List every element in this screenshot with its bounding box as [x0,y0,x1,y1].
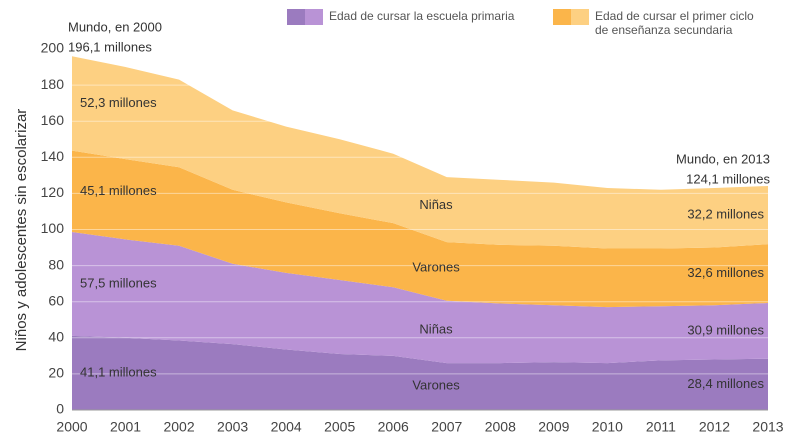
y-tick-label: 80 [48,256,64,272]
series-label: Varones [412,260,460,275]
y-tick-label: 40 [48,329,64,345]
annotation: 124,1 millones [686,171,770,186]
x-tick-label: 2004 [271,419,302,435]
annotation: Mundo, en 2000 [68,19,162,34]
value-label: 45,1 millones [80,183,157,198]
value-label: 41,1 millones [80,364,157,379]
y-tick-label: 120 [41,184,65,200]
y-tick-label: 0 [56,401,64,417]
areas [72,56,768,410]
x-tick-label: 2011 [646,419,676,435]
y-tick-label: 100 [41,220,65,236]
x-tick-label: 2001 [110,419,141,435]
value-label: 57,5 millones [80,275,157,290]
series-label: Niñas [419,197,453,212]
y-tick-label: 180 [41,76,65,92]
x-tick-label: 2003 [217,419,248,435]
value-label: 30,9 millones [687,322,764,337]
area [72,150,768,308]
y-tick-label: 200 [41,40,65,56]
area [72,232,768,364]
value-label: 32,2 millones [687,206,764,221]
area [72,56,768,249]
series-label: Niñas [419,321,453,336]
y-tick-label: 140 [41,148,65,164]
y-tick-label: 160 [41,112,65,128]
annotation: Mundo, en 2013 [676,151,770,166]
area [72,335,768,410]
y-tick-label: 60 [48,292,64,308]
annotation: 196,1 millones [68,39,152,54]
value-label: 52,3 millones [80,95,157,110]
legend-swatch [287,9,305,25]
x-tick-label: 2009 [538,419,569,435]
x-tick-label: 2006 [378,419,409,435]
x-tick-label: 2002 [163,419,194,435]
value-label: 28,4 millones [687,376,764,391]
x-tick-label: 2008 [485,419,516,435]
y-tick-label: 20 [48,365,64,381]
grid [72,48,768,411]
x-tick-label: 2005 [324,419,355,435]
x-tick-label: 2000 [56,419,87,435]
x-tick-label: 2010 [592,419,623,435]
x-tick-label: 2012 [699,419,730,435]
value-label: 32,6 millones [687,265,764,280]
legend-label: Edad de cursar la escuela primaria [329,9,515,23]
legend-swatch [571,9,589,25]
legend-label: de enseñanza secundaria [595,23,733,37]
legend-label: Edad de cursar el primer ciclo [595,9,754,23]
legend-swatch [305,9,323,25]
x-tick-label: 2007 [431,419,462,435]
series-label: Varones [412,377,460,392]
x-tick-label: 2013 [752,419,783,435]
legend-swatch [553,9,571,25]
y-axis-label: Niños y adolescentes sin escolarizar [13,109,30,352]
